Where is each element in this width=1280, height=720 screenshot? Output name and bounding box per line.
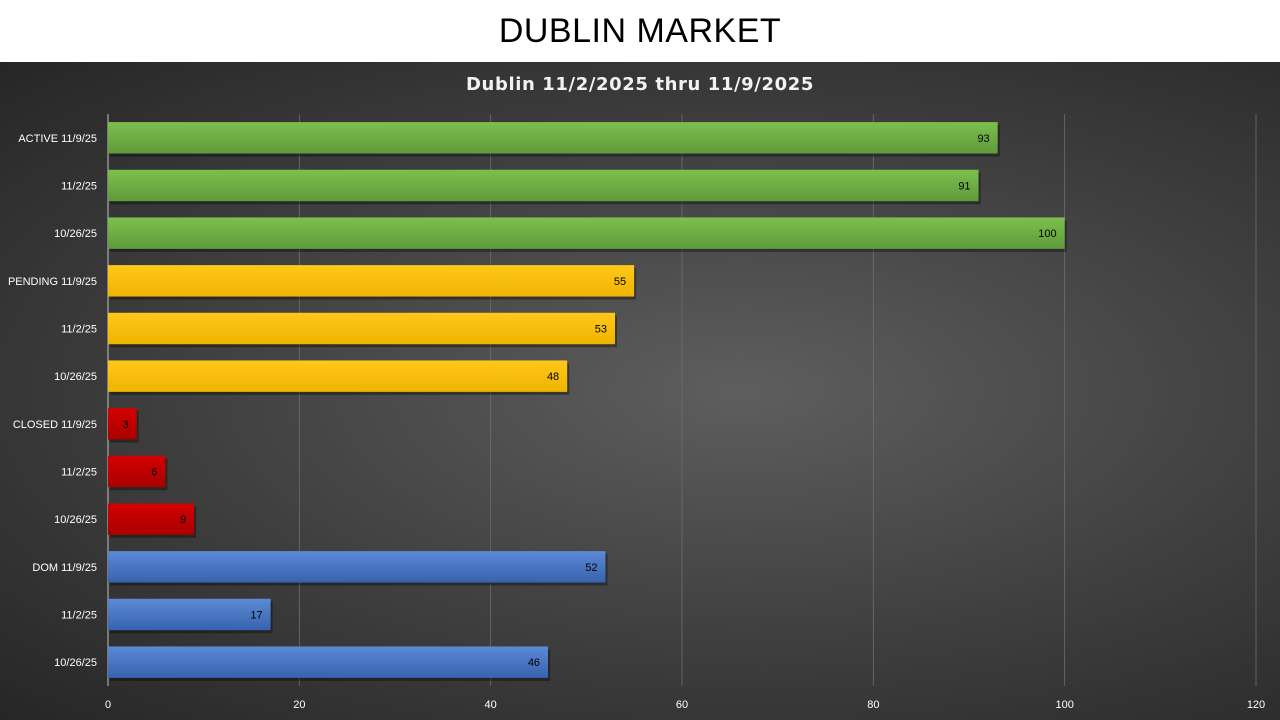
slide-title: DUBLIN MARKET	[498, 11, 782, 50]
data-label: 48	[547, 371, 559, 383]
chart-title: Dublin 11/2/2025 thru 11/9/2025	[466, 74, 814, 95]
category-label: 10/26/25	[54, 657, 97, 669]
x-tick-label: 20	[293, 699, 305, 711]
x-tick-label: 100	[1055, 699, 1073, 711]
data-label: 91	[958, 181, 970, 193]
data-label: 93	[977, 133, 989, 145]
category-label: 11/2/25	[61, 324, 97, 336]
data-label: 6	[151, 467, 157, 479]
bar	[108, 598, 271, 631]
data-label: 3	[123, 419, 129, 431]
category-label: 10/26/25	[54, 228, 97, 240]
category-label: PENDING 11/9/25	[8, 276, 97, 288]
category-label: 10/26/25	[54, 371, 97, 383]
x-tick-label: 120	[1247, 699, 1265, 711]
data-label: 46	[528, 657, 540, 669]
category-label: 11/2/25	[61, 467, 97, 479]
bar	[108, 265, 635, 297]
bar	[108, 551, 606, 583]
category-label: ACTIVE 11/9/25	[18, 133, 97, 145]
data-label: 100	[1038, 228, 1056, 240]
x-tick-label: 40	[485, 699, 497, 711]
bar	[108, 122, 998, 154]
data-label: 52	[585, 562, 597, 574]
category-label: 11/2/25	[61, 181, 97, 193]
data-label: 17	[250, 610, 262, 622]
chart-panel: Dublin 11/2/2025 thru 11/9/2025 0 20 40 60 8…	[0, 62, 1280, 720]
bar	[108, 217, 1065, 249]
bar	[108, 646, 549, 678]
x-tick-label: 80	[867, 699, 879, 711]
data-label: 53	[595, 324, 607, 336]
bar	[108, 360, 568, 392]
x-tick-label: 60	[676, 699, 688, 711]
bar	[108, 408, 137, 440]
x-tick-label: 0	[105, 699, 111, 711]
bar	[108, 169, 979, 202]
category-label: CLOSED 11/9/25	[13, 419, 97, 431]
bar	[108, 503, 195, 535]
data-label: 55	[614, 276, 626, 288]
category-label: 11/2/25	[61, 610, 97, 622]
category-label: 10/26/25	[54, 514, 97, 526]
data-label: 9	[180, 514, 186, 526]
bar	[108, 312, 616, 345]
category-label: DOM 11/9/25	[32, 562, 97, 574]
bar	[108, 455, 166, 488]
